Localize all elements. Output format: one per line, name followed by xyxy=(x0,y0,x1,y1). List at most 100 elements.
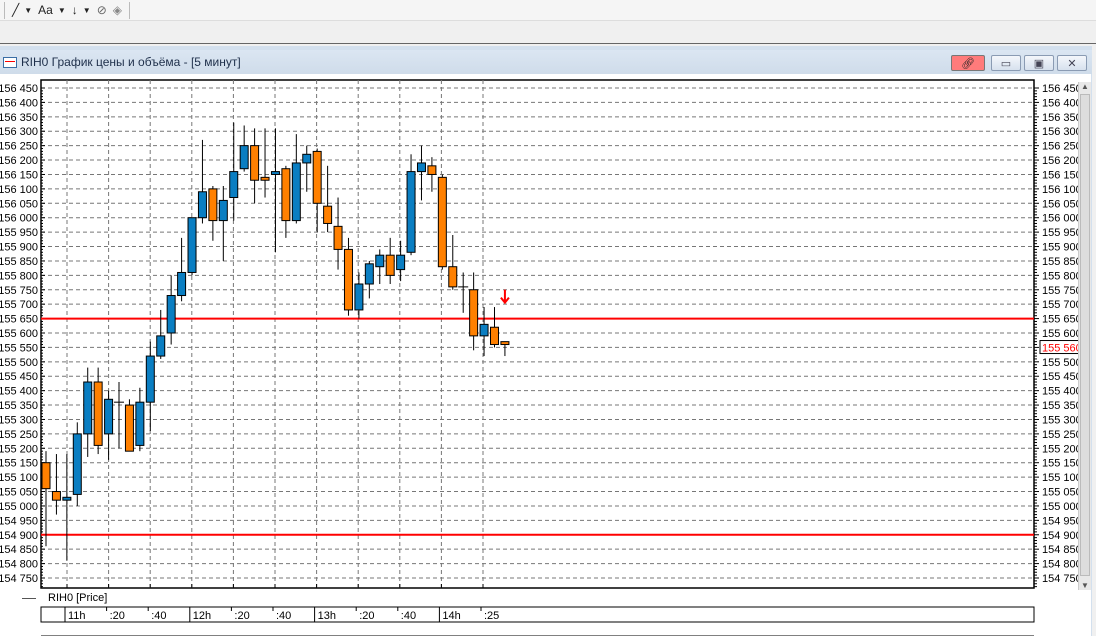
candle xyxy=(375,249,385,284)
candle xyxy=(197,139,207,224)
candle-body xyxy=(469,289,479,337)
y-tick-label-right: 155 250 xyxy=(1042,429,1082,441)
y-tick-label-right: 155 350 xyxy=(1042,400,1082,412)
y-tick-label-right: 155 650 xyxy=(1042,314,1082,326)
candle xyxy=(250,128,260,204)
arrow-down-tool-icon: ↓ xyxy=(71,3,78,17)
text-tool-button[interactable]: Aa ▼ xyxy=(38,3,66,17)
y-tick-label-left: 155 200 xyxy=(0,443,38,455)
candle-body xyxy=(281,168,291,222)
candle-body xyxy=(135,401,145,446)
y-tick-label-right: 155 600 xyxy=(1042,328,1082,340)
candle xyxy=(448,235,458,290)
last-price-label: 155 560 xyxy=(1042,343,1082,355)
candle-body xyxy=(197,191,207,219)
candle-body xyxy=(145,355,155,403)
y-tick-label-right: 156 400 xyxy=(1042,97,1082,109)
minimize-button[interactable]: ▭ xyxy=(991,55,1021,71)
y-tick-label-left: 156 400 xyxy=(0,97,38,109)
y-tick-label-left: 155 650 xyxy=(0,314,38,326)
eraser-button[interactable]: ◈ xyxy=(113,3,122,17)
candle-body xyxy=(323,205,333,224)
candle-body xyxy=(302,153,312,164)
scrollbar-thumb[interactable] xyxy=(1080,94,1090,576)
y-tick-label-right: 154 900 xyxy=(1042,530,1082,542)
chevron-down-icon[interactable]: ▼ xyxy=(82,5,91,15)
candle xyxy=(500,341,510,357)
y-tick-label-right: 156 100 xyxy=(1042,184,1082,196)
line-tool-button[interactable]: ╱ ▼ xyxy=(12,3,32,17)
candle xyxy=(145,341,155,431)
scroll-down-icon[interactable]: ▼ xyxy=(1081,581,1089,590)
candle-body xyxy=(333,225,343,250)
y-tick-label-right: 156 250 xyxy=(1042,141,1082,153)
close-icon: ✕ xyxy=(1067,57,1077,70)
candle-body xyxy=(354,283,364,311)
candle xyxy=(270,128,280,253)
candle-body xyxy=(364,263,374,285)
candle xyxy=(469,272,479,351)
candle xyxy=(291,134,301,224)
link-icon: 🔗︎ xyxy=(961,57,975,70)
y-tick-label-left: 156 100 xyxy=(0,184,38,196)
candle xyxy=(62,454,72,561)
x-tick-label: :40 xyxy=(401,610,416,622)
candle-body xyxy=(448,266,458,288)
candle xyxy=(333,197,343,270)
candle xyxy=(124,399,134,452)
y-tick-label-left: 155 350 xyxy=(0,400,38,412)
y-tick-label-left: 155 150 xyxy=(0,458,38,470)
candle xyxy=(489,307,499,348)
y-tick-label-left: 156 050 xyxy=(0,198,38,210)
x-tick-label: 14h xyxy=(442,610,460,622)
y-tick-label-left: 155 900 xyxy=(0,242,38,254)
y-tick-label-right: 154 850 xyxy=(1042,544,1082,556)
close-button[interactable]: ✕ xyxy=(1057,55,1087,71)
y-tick-label-right: 154 750 xyxy=(1042,573,1082,585)
candle xyxy=(364,260,374,299)
scroll-up-icon[interactable]: ▲ xyxy=(1081,82,1089,91)
candle xyxy=(208,186,218,241)
arrow-tool-button[interactable]: ↓ ▼ xyxy=(72,3,91,17)
candle xyxy=(93,367,103,455)
candle-body xyxy=(229,171,239,199)
chevron-down-icon[interactable]: ▼ xyxy=(57,5,66,15)
legend: RIH0 [Price] xyxy=(22,592,107,604)
price-scrollbar[interactable]: ▲ ▼ xyxy=(1078,82,1091,590)
chevron-down-icon[interactable]: ▼ xyxy=(24,5,33,15)
candle xyxy=(187,217,197,276)
link-button[interactable]: 🔗︎ xyxy=(951,55,985,71)
candle xyxy=(156,309,166,359)
y-tick-label-right: 156 450 xyxy=(1042,83,1082,95)
candle xyxy=(104,390,114,460)
y-tick-label-right: 155 950 xyxy=(1042,227,1082,239)
candle xyxy=(396,240,406,282)
candle-body xyxy=(83,381,93,435)
restore-button[interactable]: ▣ xyxy=(1024,55,1054,71)
candle-body xyxy=(72,433,82,495)
candle xyxy=(427,157,437,192)
candle xyxy=(302,145,312,192)
restore-icon: ▣ xyxy=(1033,57,1045,70)
y-tick-label-right: 156 050 xyxy=(1042,198,1082,210)
line-tool-icon: ╱ xyxy=(12,3,20,17)
candle-body xyxy=(239,145,249,170)
candle xyxy=(416,145,426,201)
candle-body xyxy=(500,341,510,346)
candle xyxy=(458,272,469,313)
y-tick-label-right: 155 050 xyxy=(1042,487,1082,499)
y-tick-label-left: 155 000 xyxy=(0,501,38,513)
y-tick-label-left: 155 450 xyxy=(0,371,38,383)
y-tick-label-right: 155 400 xyxy=(1042,386,1082,398)
y-tick-label-left: 155 600 xyxy=(0,328,38,340)
y-tick-label-right: 155 150 xyxy=(1042,458,1082,470)
hide-drawings-button[interactable]: ⊘ xyxy=(97,3,107,17)
y-tick-label-left: 156 300 xyxy=(0,126,38,138)
candle xyxy=(218,186,228,261)
y-tick-label-left: 155 700 xyxy=(0,299,38,311)
candle xyxy=(135,387,145,452)
y-tick-label-left: 155 400 xyxy=(0,386,38,398)
candle xyxy=(177,237,187,302)
y-tick-label-left: 155 500 xyxy=(0,357,38,369)
